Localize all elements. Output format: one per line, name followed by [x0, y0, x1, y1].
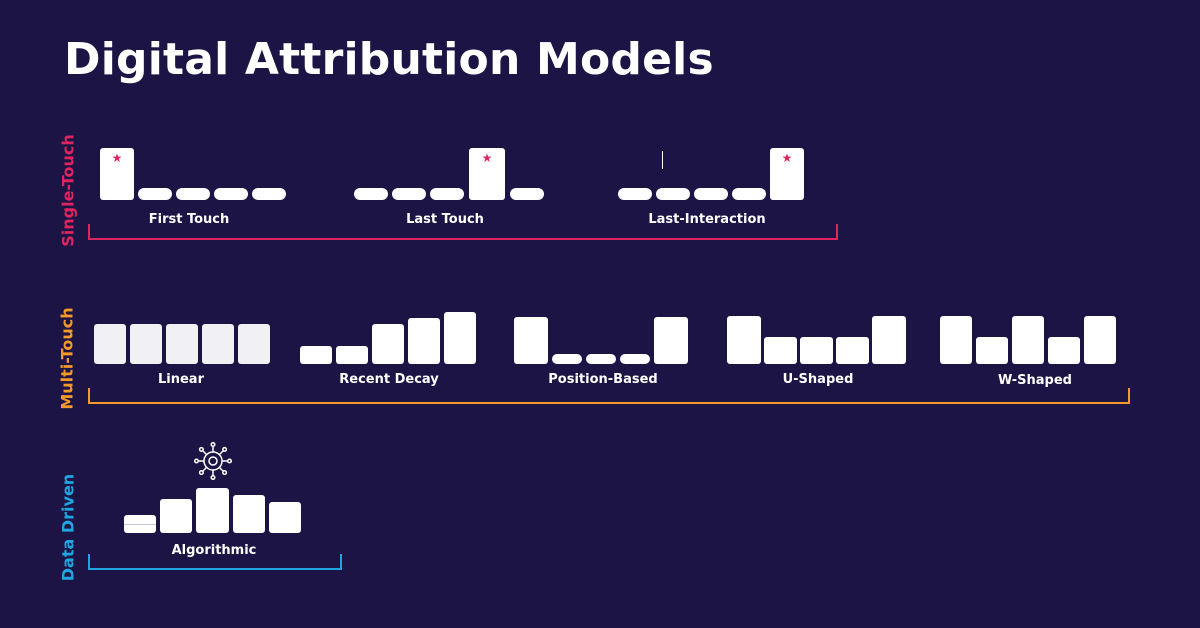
bracket-data-driven [88, 554, 342, 570]
bar [836, 337, 869, 364]
bar [269, 502, 301, 533]
divider-tick [662, 151, 663, 169]
model-label-u-shaped: U-Shaped [782, 372, 854, 387]
bar [1048, 337, 1080, 364]
group-label-single-touch: Single-Touch [58, 134, 78, 247]
bar [372, 324, 404, 364]
model-first-touch: ★ [100, 140, 290, 200]
model-label-last-touch: Last Touch [406, 212, 484, 227]
bar [1084, 316, 1116, 364]
bar [514, 317, 548, 364]
bar [444, 312, 476, 364]
bar [872, 316, 906, 364]
gear-network-icon [192, 441, 234, 481]
model-label-last-interaction: Last-Interaction [648, 212, 766, 227]
bar [654, 317, 688, 364]
bar [976, 337, 1008, 364]
bar [940, 316, 972, 364]
model-w-shaped [940, 300, 1118, 364]
model-linear [94, 300, 272, 364]
bar [1012, 316, 1044, 364]
model-label-position-based: Position-Based [548, 372, 658, 387]
model-u-shaped [727, 300, 907, 364]
bar [214, 188, 248, 200]
bar [336, 346, 368, 364]
bar [252, 188, 286, 200]
bar [620, 354, 650, 364]
model-label-linear: Linear [158, 372, 204, 387]
model-label-w-shaped: W-Shaped [998, 373, 1072, 388]
model-algorithmic [124, 480, 304, 533]
bar [160, 499, 192, 533]
bar: ★ [770, 148, 804, 200]
bar [586, 354, 616, 364]
model-last-interaction: ★ [618, 140, 806, 200]
star-icon: ★ [781, 151, 793, 165]
model-position-based [514, 300, 690, 364]
bar [694, 188, 728, 200]
star-icon: ★ [481, 151, 493, 165]
bar [202, 324, 234, 364]
bar: ★ [100, 148, 134, 200]
bar [196, 488, 229, 533]
model-label-recent-decay: Recent Decay [339, 372, 439, 387]
bracket-single-touch [88, 224, 838, 240]
bar [618, 188, 652, 200]
bar [166, 324, 198, 364]
model-label-first-touch: First Touch [148, 212, 230, 227]
group-label-data-driven: Data Driven [58, 473, 78, 582]
bar [510, 188, 544, 200]
bar [408, 318, 440, 364]
bar [800, 337, 833, 364]
bar [392, 188, 426, 200]
bar-divider [124, 524, 156, 525]
group-label-multi-touch: Multi-Touch [57, 307, 77, 410]
bar [138, 188, 172, 200]
bar [732, 188, 766, 200]
bar [300, 346, 332, 364]
bar [552, 354, 582, 364]
bar [656, 188, 690, 200]
bar [430, 188, 464, 200]
bar [354, 188, 388, 200]
star-icon: ★ [111, 151, 123, 165]
bar [130, 324, 162, 364]
bar [727, 316, 761, 364]
page-title: Digital Attribution Models [64, 34, 714, 85]
bar: ★ [469, 148, 505, 200]
bar [764, 337, 797, 364]
bracket-multi-touch [88, 388, 1130, 404]
bar [233, 495, 265, 533]
model-label-algorithmic: Algorithmic [171, 543, 257, 558]
bar [176, 188, 210, 200]
model-recent-decay [300, 300, 478, 364]
bar [238, 324, 270, 364]
bar [94, 324, 126, 364]
model-last-touch: ★ [354, 140, 546, 200]
